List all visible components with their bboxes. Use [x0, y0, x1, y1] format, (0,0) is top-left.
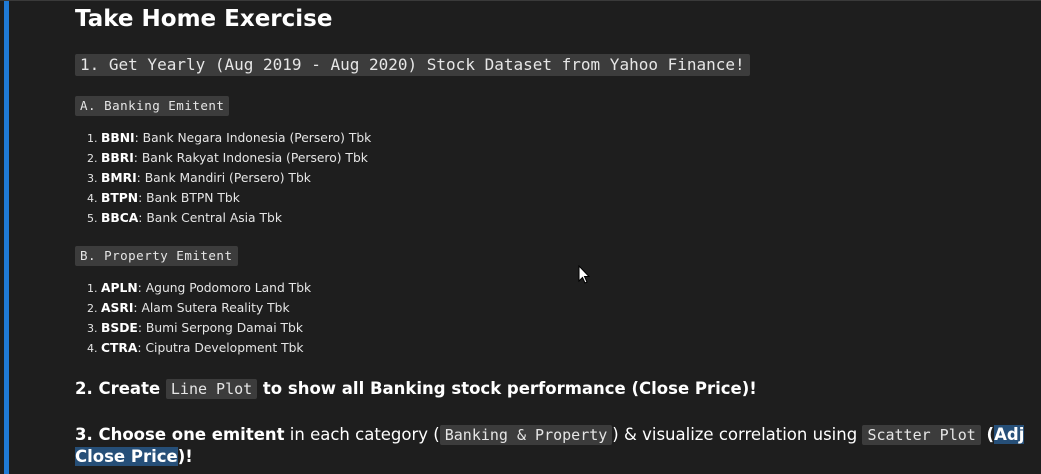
- ticker-code: BSDE: [101, 321, 138, 335]
- property-list: APLN: Agung Podomoro Land Tbk ASRI: Alam…: [75, 278, 1025, 358]
- company-name: : Agung Podomoro Land Tbk: [137, 281, 312, 295]
- company-name: : Bank Negara Indonesia (Persero) Tbk: [134, 131, 372, 145]
- step3-text: 3. Choose one emitent in each category (…: [75, 425, 1025, 466]
- list-item: BSDE: Bumi Serpong Damai Tbk: [101, 318, 1025, 338]
- ticker-code: APLN: [101, 281, 138, 295]
- list-item: BTPN: Bank BTPN Tbk: [101, 188, 1025, 208]
- category-code: Banking & Property: [439, 425, 613, 445]
- ticker-code: BBCA: [101, 211, 139, 225]
- list-item: BBRI: Bank Rakyat Indonesia (Persero) Tb…: [101, 148, 1025, 168]
- list-item: BBNI: Bank Negara Indonesia (Persero) Tb…: [101, 128, 1025, 148]
- ticker-code: ASRI: [101, 301, 134, 315]
- banking-emitent-label: A. Banking Emitent: [75, 96, 230, 116]
- line-plot-code: Line Plot: [165, 379, 258, 399]
- banking-list: BBNI: Bank Negara Indonesia (Persero) Tb…: [75, 128, 1025, 228]
- step2-text: 2. Create Line Plot to show all Banking …: [75, 379, 757, 399]
- ticker-code: BBRI: [101, 151, 134, 165]
- company-name: : Bank Rakyat Indonesia (Persero) Tbk: [133, 151, 368, 165]
- company-name: : Bank BTPN Tbk: [138, 191, 240, 205]
- company-name: : Bumi Serpong Damai Tbk: [137, 321, 303, 335]
- list-item: BBCA: Bank Central Asia Tbk: [101, 208, 1025, 228]
- list-item: BMRI: Bank Mandiri (Persero) Tbk: [101, 168, 1025, 188]
- property-emitent-label: B. Property Emitent: [75, 246, 238, 266]
- cell-focus-bar: [4, 1, 9, 474]
- company-name: : Bank Mandiri (Persero) Tbk: [136, 171, 311, 185]
- text-selection: Adj: [994, 425, 1025, 444]
- step1-heading: 1. Get Yearly (Aug 2019 - Aug 2020) Stoc…: [75, 54, 750, 76]
- page-title: Take Home Exercise: [75, 6, 333, 32]
- ticker-code: BBNI: [101, 131, 135, 145]
- text-selection: Close Price: [75, 447, 178, 466]
- company-name: : Bank Central Asia Tbk: [138, 211, 282, 225]
- list-item: ASRI: Alam Sutera Reality Tbk: [101, 298, 1025, 318]
- ticker-code: BTPN: [101, 191, 139, 205]
- list-item: CTRA: Ciputra Development Tbk: [101, 338, 1025, 358]
- ticker-code: CTRA: [101, 341, 138, 355]
- scatter-plot-code: Scatter Plot: [862, 425, 981, 445]
- markdown-content: Take Home Exercise 1. Get Yearly (Aug 20…: [75, 1, 1025, 468]
- ticker-code: BMRI: [101, 171, 137, 185]
- company-name: : Alam Sutera Reality Tbk: [133, 301, 290, 315]
- mouse-pointer-icon: [578, 265, 590, 284]
- company-name: : Ciputra Development Tbk: [137, 341, 304, 355]
- list-item: APLN: Agung Podomoro Land Tbk: [101, 278, 1025, 298]
